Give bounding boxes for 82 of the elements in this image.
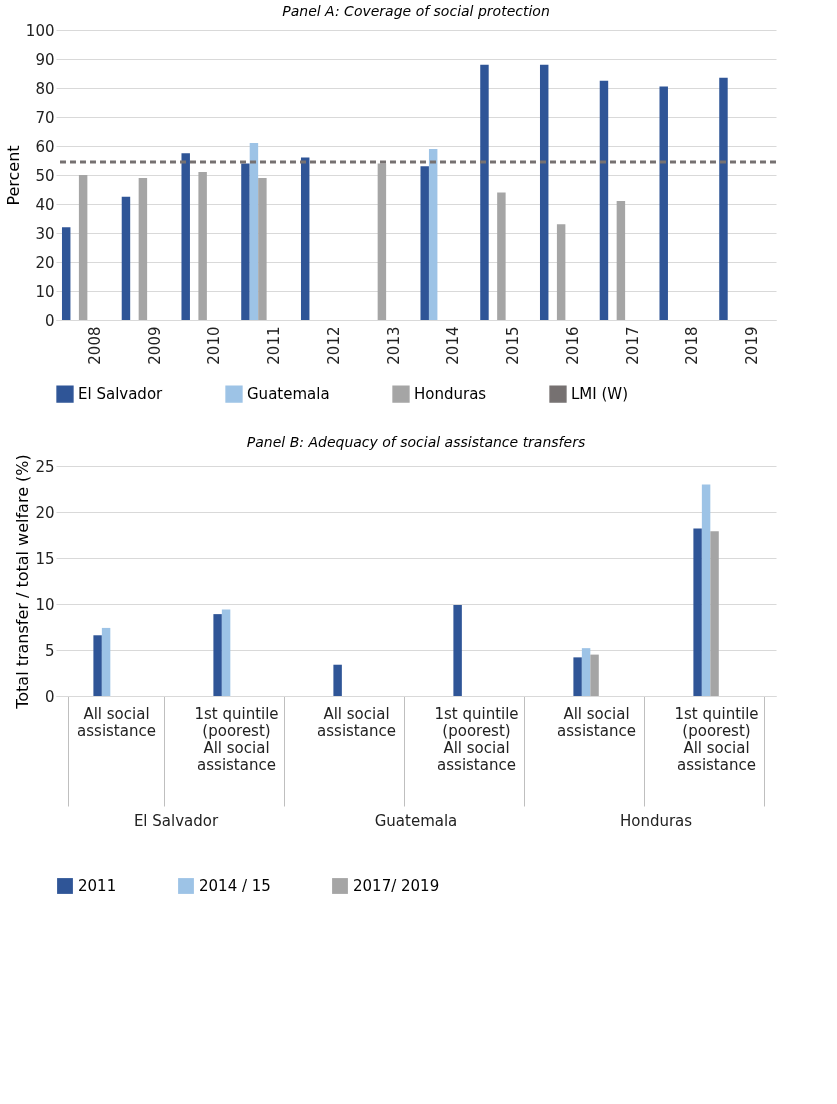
bar — [198, 172, 207, 320]
bar — [138, 177, 148, 320]
x-tick-label: 2010 — [205, 326, 224, 365]
bar — [719, 77, 728, 320]
bar — [61, 227, 71, 320]
bar — [556, 224, 566, 320]
bar — [659, 86, 668, 320]
bar — [497, 192, 506, 320]
y-tick-label: 5 — [44, 641, 55, 660]
bar — [241, 163, 250, 320]
bar — [181, 153, 190, 320]
bar — [93, 635, 102, 696]
y-tick-label: 60 — [35, 137, 55, 156]
y-tick-label: 15 — [35, 549, 55, 568]
y-tick-label: 50 — [35, 166, 55, 185]
legend-label: El Salvador — [78, 385, 164, 404]
bar — [701, 484, 711, 696]
y-tick-label: 90 — [35, 50, 55, 69]
bar — [249, 143, 259, 320]
x-tick-label: 2014 — [444, 326, 463, 365]
bar — [78, 175, 88, 320]
text: Honduras — [619, 812, 693, 830]
y-tick-label: 80 — [35, 79, 55, 98]
x-tick-label: 2018 — [683, 326, 702, 365]
x-tick-label: 1st quintile (poorest) All social assistance — [194, 704, 279, 774]
bar — [693, 528, 702, 696]
legend-label: LMI (W) — [571, 385, 629, 404]
bar — [121, 196, 131, 320]
bar — [710, 531, 719, 696]
bar — [258, 177, 267, 320]
x-tick-label: 2012 — [324, 326, 343, 365]
bar — [453, 604, 462, 696]
bar — [300, 157, 310, 320]
y-tick-label: 10 — [35, 282, 55, 301]
bar — [428, 148, 438, 320]
text: Guatemala — [374, 812, 458, 830]
x-tick-label: All social assistance — [557, 704, 636, 740]
x-tick-label: All social assistance — [317, 704, 396, 740]
bar — [599, 80, 609, 320]
y-tick-label: 0 — [44, 311, 55, 330]
y-axis-title: Total transfer / total welfare (%) — [13, 454, 33, 710]
y-tick-label: 20 — [35, 503, 55, 522]
bar — [581, 648, 591, 696]
text: El Salvador — [133, 812, 219, 830]
x-tick-label: 2009 — [145, 326, 164, 365]
legend-label: 2014 / 15 — [199, 877, 271, 895]
x-tick-label: 2016 — [563, 326, 582, 365]
x-tick-label: 2017 — [623, 326, 642, 365]
y-tick-label: 10 — [35, 595, 55, 614]
bar — [377, 163, 387, 320]
x-tick-label: 2013 — [384, 326, 403, 365]
bar — [480, 64, 489, 320]
x-tick-label: 1st quintile (poorest) All social assistance — [674, 704, 759, 774]
y-tick-label: 30 — [35, 224, 55, 243]
bar — [333, 664, 342, 696]
bar — [213, 614, 222, 696]
y-tick-label: 0 — [44, 687, 55, 706]
x-tick-label: 2008 — [85, 326, 104, 365]
y-axis-title: Percent — [3, 145, 23, 206]
chart-title: Panel A: Coverage of social protection — [282, 3, 550, 19]
bar — [101, 627, 111, 696]
bar — [590, 654, 599, 696]
y-tick-label: 40 — [35, 195, 55, 214]
bar — [539, 64, 549, 320]
y-tick-label: 25 — [35, 457, 55, 476]
x-tick-label: 2011 — [265, 326, 284, 365]
chart-title: Panel B: Adequacy of social assistance transfers — [246, 433, 586, 450]
y-tick-label: 100 — [25, 21, 55, 40]
bar — [420, 166, 429, 320]
legend-label: Guatemala — [247, 385, 330, 404]
bar — [221, 609, 231, 696]
legend-label: Honduras — [414, 385, 487, 404]
y-tick-label: 70 — [35, 108, 55, 127]
x-tick-label: 2015 — [504, 326, 523, 365]
x-tick-label: 2019 — [743, 326, 762, 365]
bar — [616, 201, 626, 320]
x-tick-label: 1st quintile (poorest) All social assistance — [434, 704, 519, 774]
bar — [573, 657, 582, 696]
legend-label: 2017/ 2019 — [353, 877, 440, 895]
y-tick-label: 20 — [35, 253, 55, 272]
x-tick-label: All social assistance — [77, 704, 156, 740]
legend-label: 2011 — [78, 877, 117, 895]
